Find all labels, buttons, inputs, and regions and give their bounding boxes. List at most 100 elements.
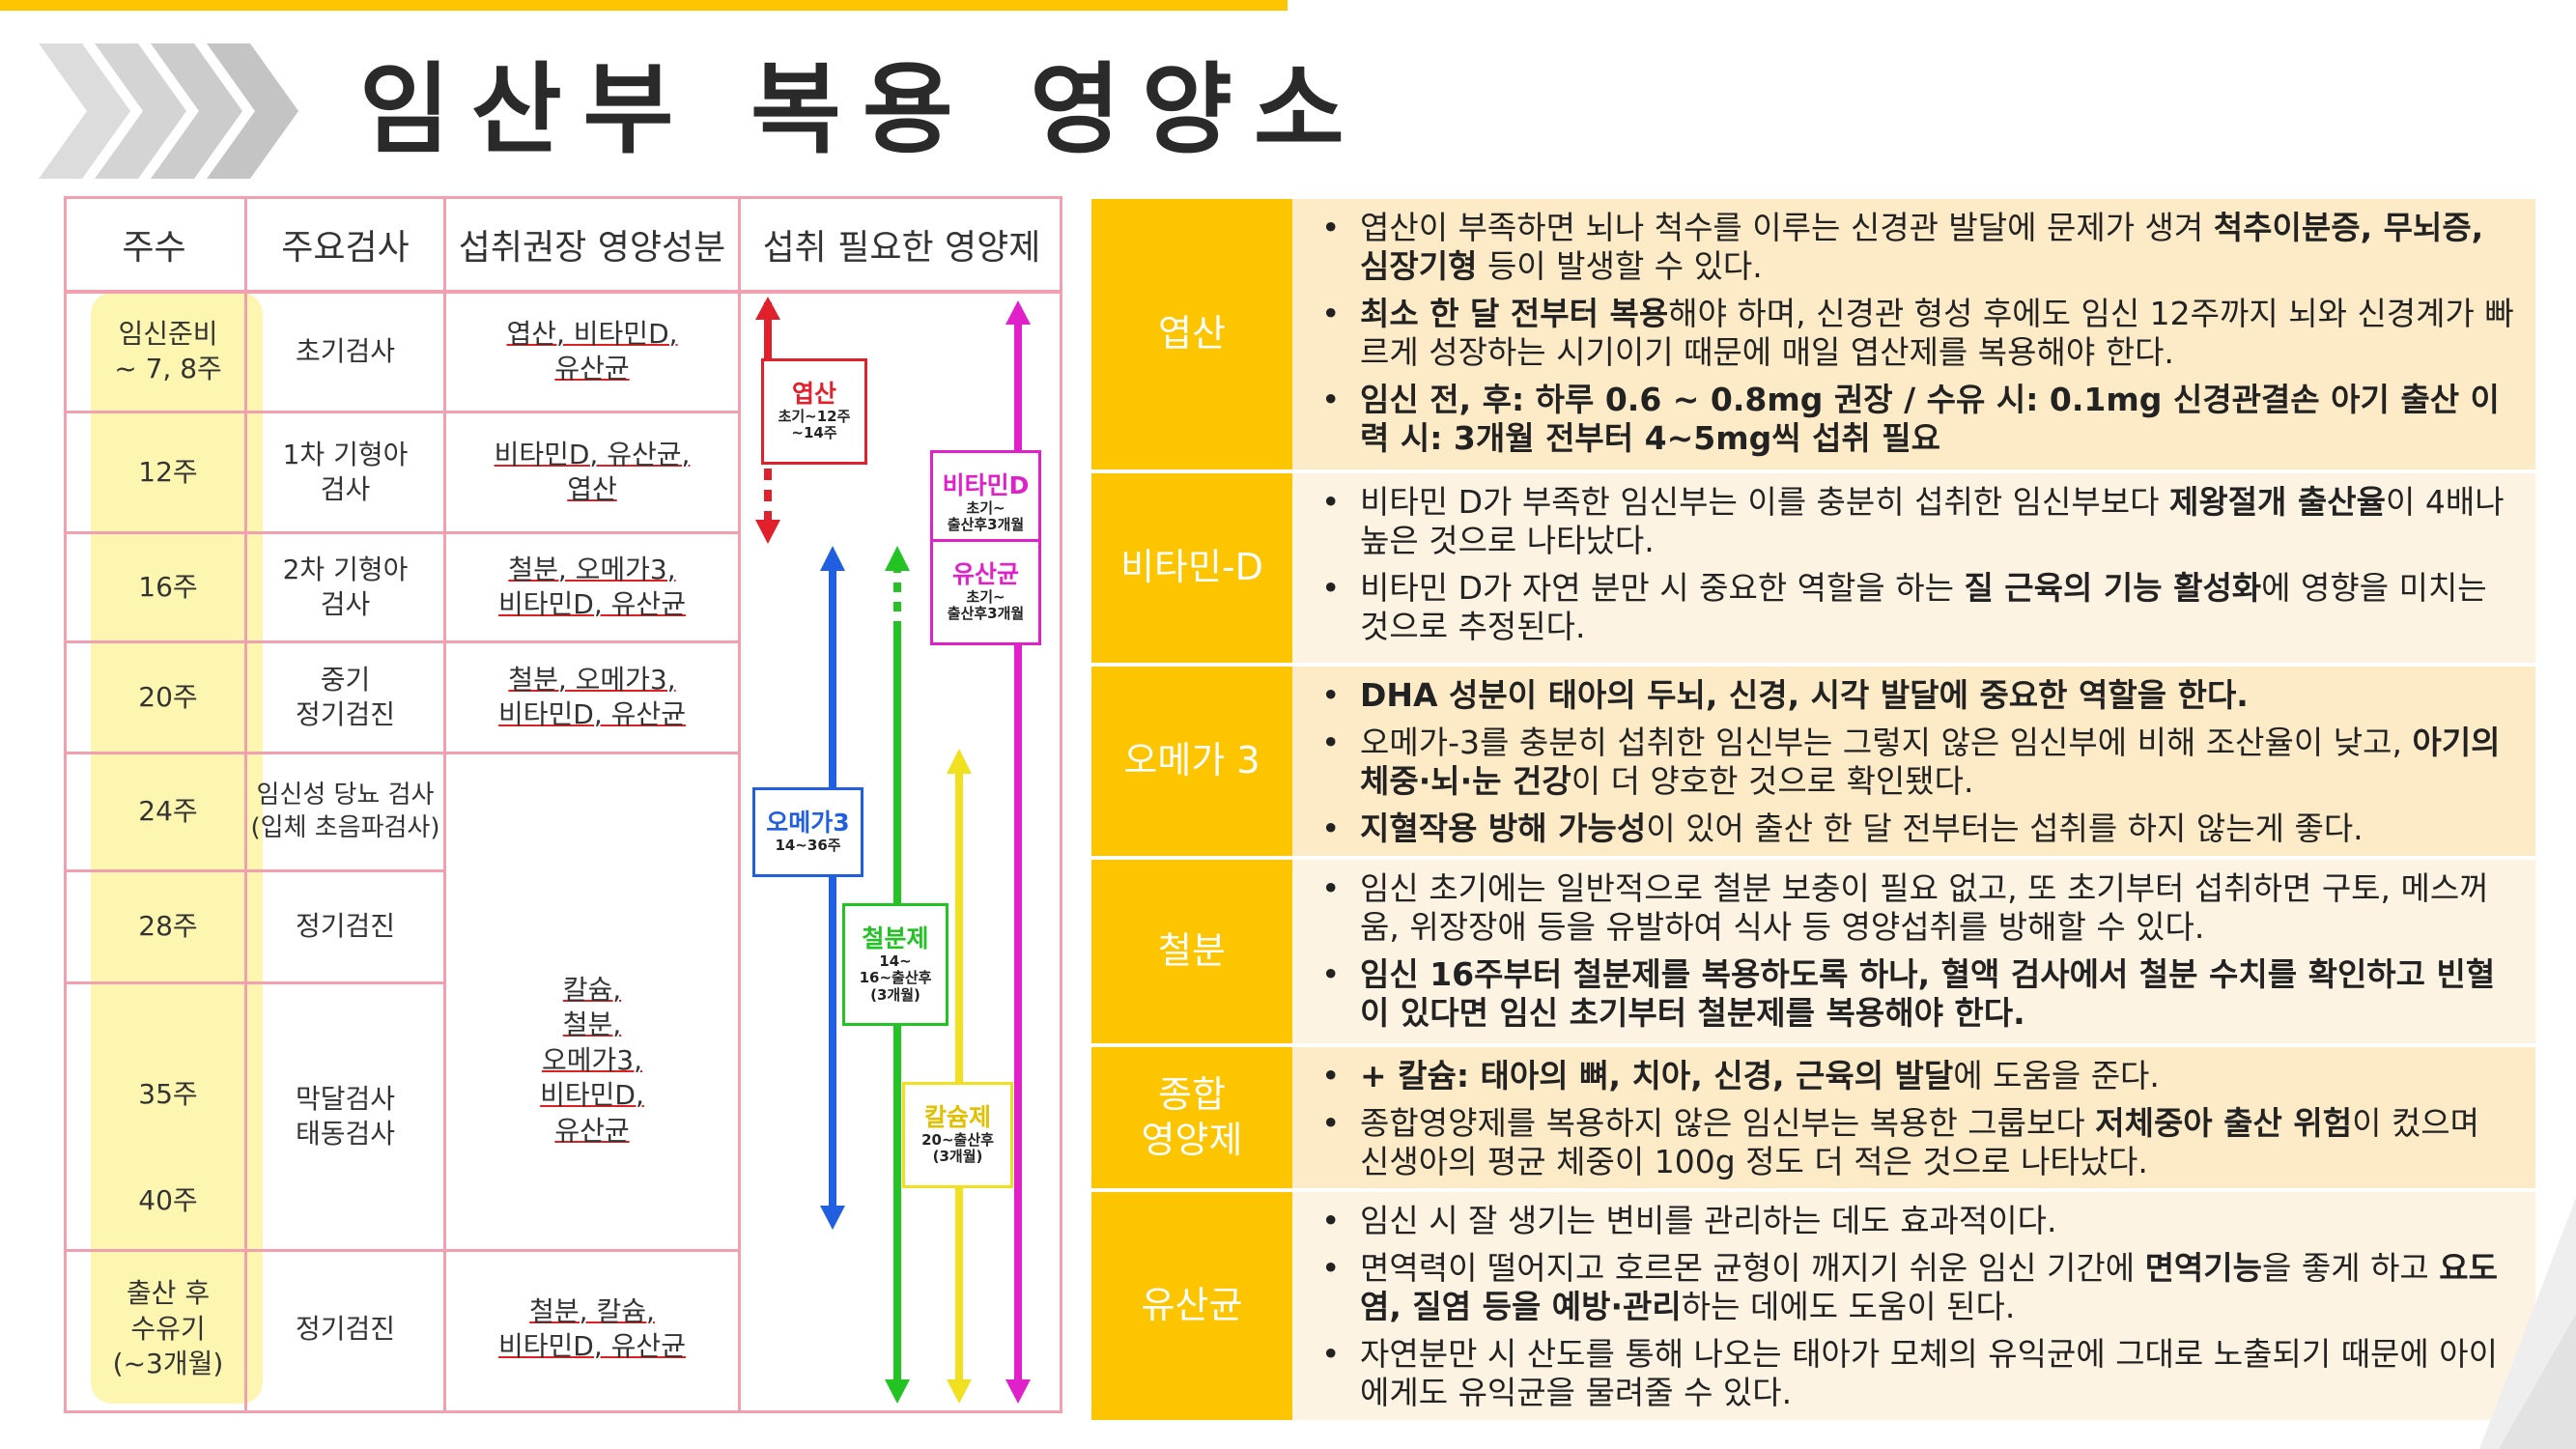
omega3-label: 오메가3 14~36주	[752, 787, 863, 877]
week-cell: 40주	[138, 1183, 198, 1216]
nutrient-cell: 비타민D, 유산균, 엽산	[494, 438, 691, 505]
text: 비타민 D가 부족한 임신부는 이를 충분히 섭취한 임신부보다	[1360, 483, 2169, 521]
bullet-icon: •	[1321, 381, 1341, 418]
bullet-item: • 종합영양제를 복용하지 않은 임신부는 복용한 그룹보다 저체중아 출산 위험…	[1321, 1104, 2516, 1181]
bullet-icon: •	[1321, 209, 1341, 246]
bullet-icon: •	[1321, 569, 1341, 607]
bullet-item: • 엽산이 부족하면 뇌나 척수를 이루는 신경관 발달에 문제가 생겨 척추이분…	[1321, 209, 2516, 286]
bullet-icon: •	[1321, 676, 1341, 714]
iron-label: 철분제 14~ 16~출산후 (3개월)	[842, 903, 948, 1027]
row-folic-acid: 엽산 • 엽산이 부족하면 뇌나 척수를 이루는 신경관 발달에 문제가 생겨 척…	[1091, 199, 2535, 469]
header-nutrients: 섭취권장 영양성분	[458, 228, 726, 268]
bullet-icon: •	[1321, 955, 1341, 993]
bullet-text: + 칼슘: 태아의 뼈, 치아, 신경, 근육의 발달에 도움을 준다.	[1360, 1057, 2516, 1095]
bold-text: 질 근육의 기능 활성화	[1964, 569, 2262, 607]
bullet-item: • 임신 전, 후: 하루 0.6 ~ 0.8mg 권장 / 수유 시: 0.1m…	[1321, 381, 2516, 458]
bullet-icon: •	[1321, 1202, 1341, 1239]
bullet-text: DHA 성분이 태아의 두뇌, 신경, 시각 발달에 중요한 역할을 한다.	[1360, 676, 2516, 715]
nutrient-cell: 철분, 오메가3, 비타민D, 유산균	[498, 553, 686, 620]
row-iron: 철분 • 임신 초기에는 일반적으로 철분 보충이 필요 없고, 또 초기부터 섭…	[1091, 860, 2535, 1043]
bullet-text: 비타민 D가 자연 분만 시 중요한 역할을 하는 질 근육의 기능 활성화에 …	[1360, 569, 2516, 646]
exam-cell: 1차 기형아 검사	[282, 438, 409, 505]
bold-text: 면역기능	[2144, 1249, 2263, 1287]
bullet-text: 면역력이 떨어지고 호르몬 균형이 깨지기 쉬운 임신 기간에 면역기능을 좋게…	[1360, 1249, 2516, 1326]
folic-acid-label: 엽산 초기~12주 ~14주	[761, 358, 867, 466]
header-supplements: 섭취 필요한 영양제	[762, 228, 1041, 268]
bullet-text: 지혈작용 방해 가능성이 있어 출산 한 달 전부터는 섭취를 하지 않는게 좋…	[1360, 810, 2516, 848]
bullet-icon: •	[1321, 724, 1341, 761]
row-body: • DHA 성분이 태아의 두뇌, 신경, 시각 발달에 중요한 역할을 한다. •…	[1292, 667, 2535, 856]
bullet-item: • 비타민 D가 자연 분만 시 중요한 역할을 하는 질 근육의 기능 활성화에…	[1321, 569, 2516, 646]
bold-text: 요도염, 질염 등을 예방·관리	[1360, 1249, 2499, 1325]
bold-text: 저체중아 출산 위험	[2095, 1104, 2353, 1142]
week-cell: 16주	[138, 570, 198, 603]
text: 이 더 양호한 것으로 확인됐다.	[1571, 762, 1974, 800]
text: 이 컸으며 신생아의 평균 체중이 100g 정도 더 적은 것으로 나타났다.	[1360, 1104, 2480, 1180]
text: 등이 발생할 수 있다.	[1477, 247, 1763, 285]
vitamin-d-label: 비타민D 초기~ 출산후3개월	[930, 450, 1041, 557]
bullet-icon: •	[1321, 869, 1341, 907]
bullet-item: • 지혈작용 방해 가능성이 있어 출산 한 달 전부터는 섭취를 하지 않는게 …	[1321, 810, 2516, 848]
weeks-column-highlight	[91, 293, 263, 1404]
bullet-text: 임신 시 잘 생기는 변비를 관리하는 데도 효과적이다.	[1360, 1202, 2516, 1240]
bullet-icon: •	[1321, 1335, 1341, 1373]
exam-cell: 막달검사 태동검사	[295, 1082, 396, 1150]
bullet-icon: •	[1321, 1104, 1341, 1142]
nutrient-cell: 철분, 오메가3, 비타민D, 유산균	[498, 663, 686, 730]
bold-text: 임신 전, 후: 하루 0.6 ~ 0.8mg 권장 / 수유 시: 0.1mg…	[1360, 381, 2500, 457]
text: 을 좋게 하고	[2262, 1249, 2440, 1287]
week-cell: 임신준비 ~ 7, 8주	[114, 317, 222, 384]
header-weeks: 주수	[122, 228, 186, 268]
bullet-item: • + 칼슘: 태아의 뼈, 치아, 신경, 근육의 발달에 도움을 준다.	[1321, 1057, 2516, 1095]
bullet-item: • DHA 성분이 태아의 두뇌, 신경, 시각 발달에 중요한 역할을 한다.	[1321, 676, 2516, 715]
bullet-item: • 면역력이 떨어지고 호르몬 균형이 깨지기 쉬운 임신 기간에 면역기능을 좋…	[1321, 1249, 2516, 1326]
text: 면역력이 떨어지고 호르몬 균형이 깨지기 쉬운 임신 기간에	[1360, 1249, 2145, 1287]
bullet-text: 엽산이 부족하면 뇌나 척수를 이루는 신경관 발달에 문제가 생겨 척추이분증…	[1360, 209, 2516, 286]
text: 종합영양제를 복용하지 않은 임신부는 복용한 그룹보다	[1360, 1104, 2096, 1142]
chart-frame	[64, 196, 1062, 1413]
calcium-arrow	[947, 749, 972, 1404]
text: 오메가-3를 충분히 섭취한 임신부는 그렇지 않은 임신부에 비해 조산율이 …	[1360, 724, 2413, 761]
chevron-decoration-icon	[39, 43, 298, 179]
bold-text: 아기의 체중·뇌·눈 건강	[1360, 724, 2501, 800]
bullet-icon: •	[1321, 810, 1341, 847]
text: 이 있어 출산 한 달 전부터는 섭취를 하지 않는게 좋다.	[1646, 810, 2364, 847]
bold-text: 임신 16주부터 철분제를 복용하도록 하나, 혈액 검사에서 철분 수치를 확…	[1360, 955, 2496, 1032]
omega3-arrow	[820, 546, 845, 1230]
text: 에 도움을 준다.	[1953, 1057, 2160, 1094]
row-header: 종합 영양제	[1091, 1047, 1292, 1188]
row-body: • 임신 시 잘 생기는 변비를 관리하는 데도 효과적이다. • 면역력이 떨어지고…	[1292, 1192, 2535, 1420]
exam-cell: 초기검사	[295, 334, 396, 367]
week-cell: 24주	[138, 795, 198, 828]
text: 이 4배나 높은 것으로 나타났다.	[1360, 483, 2505, 559]
bullet-text: 오메가-3를 충분히 섭취한 임신부는 그렇지 않은 임신부에 비해 조산율이 …	[1360, 724, 2516, 801]
bullet-item: • 비타민 D가 부족한 임신부는 이를 충분히 섭취한 임신부보다 제왕절개 출…	[1321, 483, 2516, 560]
bullet-item: • 오메가-3를 충분히 섭취한 임신부는 그렇지 않은 임신부에 비해 조산율이…	[1321, 724, 2516, 801]
text: 하는 데에도 도움이 된다.	[1681, 1288, 2016, 1325]
week-cell: 출산 후 수유기 (~3개월)	[112, 1277, 224, 1380]
bullet-icon: •	[1321, 483, 1341, 521]
nutrient-cell: 철분, 칼슘, 비타민D, 유산균	[498, 1294, 686, 1362]
pregnancy-schedule-chart: 주수 주요검사 섭취권장 영양성분 섭취 필요한 영양제 임신준비 ~ 7, 8…	[64, 196, 1068, 1418]
nutrient-cell: 엽산, 비타민D, 유산균	[506, 317, 678, 384]
exam-cell: 임신성 당뇨 검사 (입체 초음파검사)	[250, 780, 440, 842]
week-cell: 12주	[138, 455, 198, 488]
exam-cell: 중기 정기검진	[295, 663, 396, 730]
bullet-text: 임신 전, 후: 하루 0.6 ~ 0.8mg 권장 / 수유 시: 0.1mg…	[1360, 381, 2516, 458]
exam-cell: 2차 기형아 검사	[282, 553, 409, 620]
week-cell: 20주	[138, 680, 198, 713]
text: 임신 시 잘 생기는 변비를 관리하는 데도 효과적이다.	[1360, 1202, 2057, 1239]
nutrient-cell: 칼슘, 철분, 오메가3, 비타민D, 유산균	[540, 974, 644, 1147]
bullet-text: 비타민 D가 부족한 임신부는 이를 충분히 섭취한 임신부보다 제왕절개 출산…	[1360, 483, 2516, 560]
text: 에 영향을 미치는 것으로 추정된다.	[1360, 569, 2487, 645]
row-body: • 임신 초기에는 일반적으로 철분 보충이 필요 없고, 또 초기부터 섭취하면…	[1292, 860, 2535, 1043]
calcium-label: 칼슘제 20~출산후 (3개월)	[902, 1082, 1013, 1189]
text: 해야 하며, 신경관 형성 후에도 임신 12주까지 뇌와 신경계가 빠르게 성…	[1360, 295, 2514, 371]
row-body: • 엽산이 부족하면 뇌나 척수를 이루는 신경관 발달에 문제가 생겨 척추이분…	[1292, 199, 2535, 469]
text: 자연분만 시 산도를 통해 나오는 태아가 모체의 유익균에 그대로 노출되기 …	[1360, 1335, 2498, 1411]
bullet-item: • 임신 16주부터 철분제를 복용하도록 하나, 혈액 검사에서 철분 수치를 …	[1321, 955, 2516, 1033]
probiotic-label: 유산균 초기~ 출산후3개월	[930, 539, 1041, 646]
row-header: 철분	[1091, 860, 1292, 1043]
bullet-item: • 자연분만 시 산도를 통해 나오는 태아가 모체의 유익균에 그대로 노출되기…	[1321, 1335, 2516, 1412]
bullet-item: • 최소 한 달 전부터 복용해야 하며, 신경관 형성 후에도 임신 12주까지…	[1321, 295, 2516, 372]
